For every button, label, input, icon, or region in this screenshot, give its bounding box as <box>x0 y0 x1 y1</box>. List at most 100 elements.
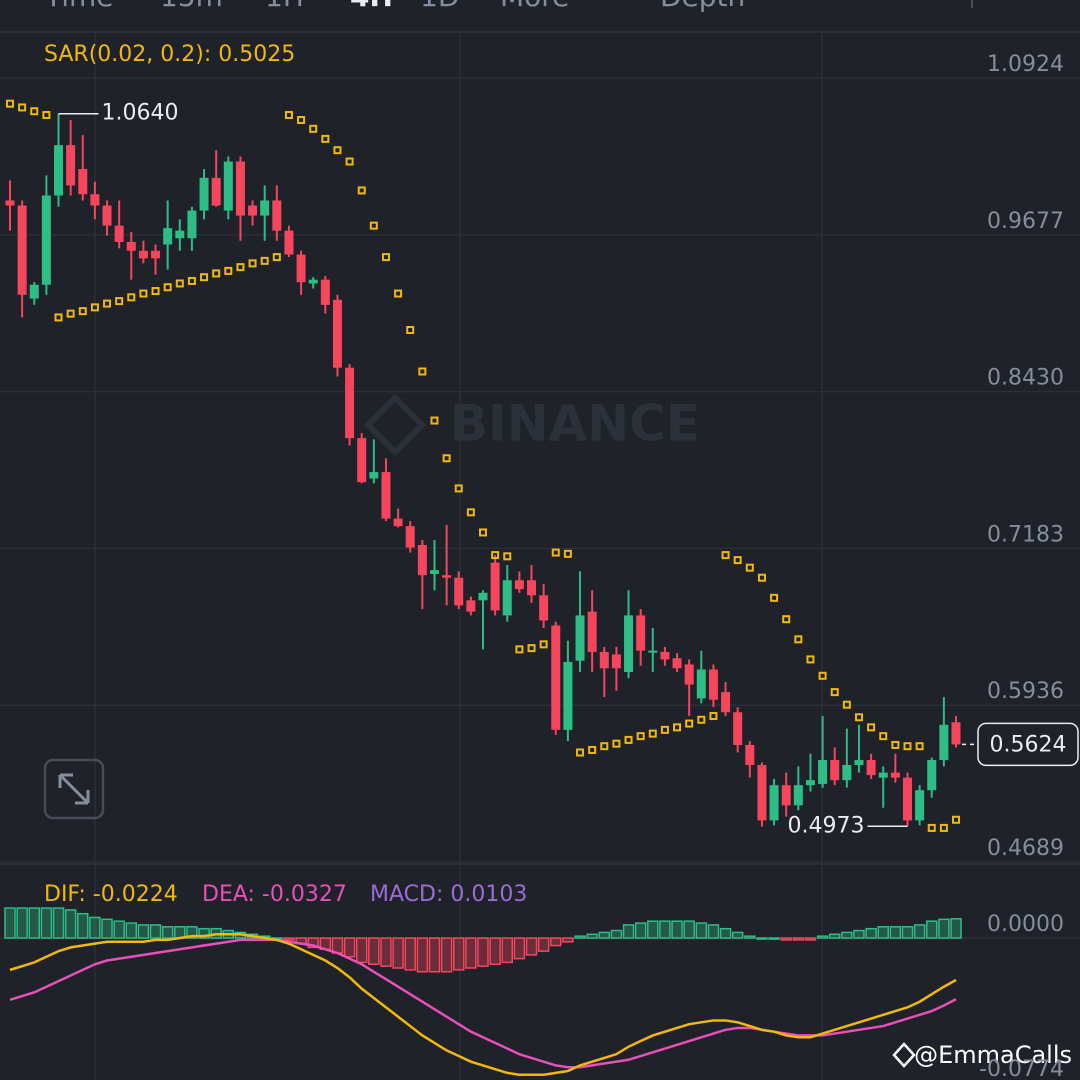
candle-body <box>575 615 585 661</box>
macd-bar <box>574 935 586 939</box>
sar-dot <box>6 99 14 108</box>
candle-body <box>163 228 173 245</box>
candle-body <box>818 760 828 784</box>
candle-body <box>648 650 658 653</box>
macd-bar <box>477 937 489 967</box>
sar-dot <box>248 259 257 268</box>
sar-dot <box>394 289 403 298</box>
candle-body <box>284 230 294 255</box>
sar-dot <box>357 186 366 195</box>
macd-bar <box>489 937 501 966</box>
macd-bar <box>368 937 380 966</box>
tab[interactable]: 4H <box>350 0 393 13</box>
candle-body <box>320 279 330 305</box>
tab[interactable]: Depth <box>660 0 745 13</box>
sar-dot <box>163 283 172 292</box>
sar-dot <box>369 221 378 230</box>
macd-bar <box>186 926 198 939</box>
sar-dot <box>175 279 184 288</box>
macd-bar <box>889 926 902 939</box>
tab[interactable]: 1H <box>265 0 304 13</box>
candle-body <box>854 760 864 766</box>
sar-dot <box>479 528 487 537</box>
sar-dot <box>673 723 682 732</box>
sar-dot <box>697 715 706 724</box>
y-tick-label: 0.0000 <box>987 912 1064 937</box>
expand-button[interactable] <box>43 758 105 820</box>
current-price-box[interactable] <box>977 722 1079 767</box>
sar-dot <box>30 107 39 116</box>
sar-dot <box>842 700 851 709</box>
macd-bar <box>149 924 162 939</box>
expand-icon[interactable] <box>58 773 90 805</box>
macd-bar <box>343 937 356 958</box>
candle-body <box>41 195 51 285</box>
sar-dot <box>818 671 827 680</box>
candle-body <box>830 760 840 781</box>
candle-body <box>29 284 39 299</box>
macd-histogram <box>4 907 962 973</box>
candle-body <box>223 161 233 211</box>
candle-body <box>187 210 197 239</box>
macd-bar <box>610 929 623 939</box>
macd-bar <box>40 907 53 939</box>
candle-body <box>927 760 937 791</box>
candle-body <box>54 145 64 196</box>
tab[interactable]: 15m <box>160 0 223 13</box>
candle-body <box>951 722 961 745</box>
author-watermark: @EmmaCalls <box>914 1041 1072 1069</box>
macd-bar <box>683 920 695 939</box>
sar-dot <box>794 635 803 644</box>
candle-body <box>939 724 949 761</box>
sar-dot <box>272 253 281 262</box>
tab[interactable]: Time <box>44 0 114 13</box>
sar-dot <box>78 307 87 316</box>
macd-bar <box>913 924 926 939</box>
candle-body <box>878 772 888 778</box>
macd-bar <box>440 937 453 973</box>
macd-bar <box>307 937 319 949</box>
tab[interactable]: More <box>500 0 569 13</box>
macd-bar <box>465 937 477 969</box>
sar-dot <box>854 713 863 722</box>
macd-bar <box>768 937 780 940</box>
sar-dot <box>430 416 439 425</box>
macd-bar <box>198 927 210 939</box>
candle-body <box>248 205 258 216</box>
sar-dot <box>952 815 960 824</box>
current-price-label[interactable]: 0.5624 <box>990 732 1067 757</box>
macd-bar <box>355 937 368 964</box>
sar-dot <box>309 124 318 133</box>
candle-body <box>405 526 415 548</box>
candle-body <box>915 790 925 821</box>
sar-dot <box>806 655 815 664</box>
sar-dot <box>236 263 245 272</box>
tab[interactable]: 1D <box>420 0 459 13</box>
sar-dot <box>563 549 572 558</box>
candle-body <box>696 669 706 699</box>
sar-dot <box>770 593 779 602</box>
sar-dot <box>576 748 585 757</box>
sar-dot <box>551 548 560 557</box>
macd-label: MACD: 0.0103 <box>370 882 527 907</box>
sar-dot <box>624 735 633 744</box>
candle-body <box>66 145 76 186</box>
candle-body <box>454 577 464 606</box>
sar-dot <box>321 134 330 143</box>
candle-body <box>757 765 767 821</box>
sar-dot <box>539 640 548 649</box>
sar-dot <box>418 367 427 376</box>
sar-dot <box>660 725 669 734</box>
sar-dot <box>612 739 621 748</box>
expand-button-frame[interactable] <box>43 758 105 820</box>
candle-body <box>502 580 512 616</box>
candle-body <box>842 765 852 781</box>
sar-dot <box>139 289 148 298</box>
macd-bar <box>598 931 611 939</box>
macd-bar <box>113 920 125 939</box>
watermark-logo <box>363 393 427 457</box>
macd-bar <box>671 920 683 939</box>
macd-bar <box>780 937 792 941</box>
sar-dot <box>297 116 306 125</box>
